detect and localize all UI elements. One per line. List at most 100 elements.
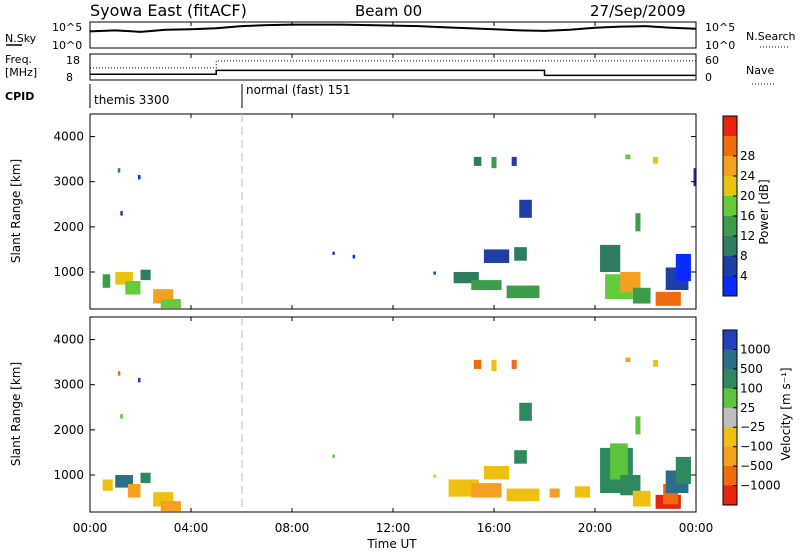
scatter-cell (491, 359, 497, 372)
colorbar-frame (722, 329, 738, 506)
scatter-cell (127, 484, 141, 498)
scatter-cell (519, 402, 532, 421)
x-tick-label: 08:00 (275, 521, 310, 535)
scatter-cell (491, 156, 497, 169)
scatter-cell (506, 488, 540, 502)
nsearch-label: N.Search (746, 30, 796, 43)
nave-tick-bottom: 0 (705, 71, 712, 84)
scatter-cell (655, 291, 681, 306)
colorbar-tick-label: 20 (740, 189, 755, 203)
velocity-colorbar: 1000 500 100 25 −25 −100 −500 −1000 (722, 329, 781, 506)
velocity-cells-group (102, 357, 691, 512)
colorbar-segment (723, 116, 737, 137)
scatter-cell (448, 479, 479, 497)
colorbar-segment (723, 368, 737, 389)
colorbar-segment (723, 196, 737, 217)
time-x-axis-label: Time UT (366, 537, 417, 551)
power-y-ticks: 1000 2000 3000 4000 (53, 130, 696, 279)
scatter-cell (693, 168, 696, 187)
freq-tick-top: 18 (66, 54, 80, 67)
colorbar-segment (723, 276, 737, 297)
colorbar-segment (723, 427, 737, 448)
cpid-label: CPID (5, 90, 34, 103)
scatter-cell (473, 359, 482, 369)
y-tick-label: 3000 (53, 175, 84, 189)
scatter-cell (473, 156, 482, 166)
colorbar-tick-label: 1000 (740, 342, 771, 356)
colorbar-segment (723, 136, 737, 157)
scatter-cell (632, 490, 651, 507)
scatter-cell (625, 154, 631, 160)
colorbar-segment (723, 446, 737, 467)
scatter-cell (514, 450, 527, 464)
scatter-cell (125, 281, 141, 295)
scatter-cell (610, 443, 628, 480)
x-tick-label: 12:00 (376, 521, 411, 535)
scatter-cell (635, 213, 641, 232)
power-y-axis-label: Slant Range [km] (9, 159, 23, 263)
colorbar-tick-label: −100 (740, 440, 773, 454)
scatter-cell (653, 359, 659, 367)
scatter-cell (675, 253, 691, 282)
scatter-cell (625, 357, 631, 363)
colorbar-tick-label: 12 (740, 229, 755, 243)
power-colorbar: 4 8 12 16 20 24 28 (722, 115, 755, 297)
colorbar-segment (723, 349, 737, 370)
scatter-cell (632, 287, 651, 304)
nave-label: Nave (746, 64, 774, 77)
scatter-cell (433, 474, 436, 478)
colorbar-frame (722, 115, 738, 297)
scatter-cell (102, 274, 111, 288)
scatter-cell (352, 254, 356, 259)
velocity-y-ticks: 1000 2000 3000 4000 (53, 333, 696, 482)
scatter-cell (511, 359, 517, 369)
scatter-cell (453, 271, 479, 284)
colorbar-tick-label: 16 (740, 209, 755, 223)
scatter-cell (600, 244, 621, 272)
colorbar-segment (723, 236, 737, 257)
freq-label-line1: Freq. (5, 53, 32, 66)
scatter-cell (120, 211, 123, 216)
velocity-y-axis-label: Slant Range [km] (9, 362, 23, 466)
colorbar-tick-label: 8 (740, 249, 748, 263)
colorbar-segment (723, 216, 737, 237)
beam-label: Beam 00 (355, 2, 422, 20)
colorbar-segment (723, 156, 737, 177)
time-x-ticks: 00:00 04:00 08:00 12:00 16:00 20:00 00:00 (73, 22, 713, 535)
colorbar-segment (723, 176, 737, 197)
scatter-cell (160, 299, 181, 309)
scatter-cell (332, 251, 335, 255)
colorbar-tick-label: −25 (740, 420, 765, 434)
nave-tick-top: 60 (705, 54, 719, 67)
colorbar-tick-label: 500 (740, 362, 763, 376)
scatter-cell (506, 285, 540, 299)
y-tick-label: 1000 (53, 265, 84, 279)
freq-series-line (90, 69, 696, 77)
plot-title: Syowa East (fitACF) (90, 1, 247, 20)
scatter-cell (140, 472, 151, 484)
scatter-cell (160, 501, 181, 512)
scatter-cell (120, 414, 123, 419)
scatter-cell (137, 377, 141, 383)
velocity-colorbar-label: Velocity [m s⁻¹] (779, 367, 793, 460)
scatter-cell (574, 486, 590, 498)
x-tick-label: 16:00 (477, 521, 512, 535)
nsearch-tick-top: 10^5 (705, 21, 735, 34)
colorbar-tick-label: −1000 (740, 479, 781, 493)
y-tick-label: 2000 (53, 220, 84, 234)
scatter-cell (483, 249, 510, 263)
power-cells-group (102, 154, 696, 309)
nsky-tick-bottom: 10^0 (52, 39, 82, 52)
y-tick-label: 2000 (53, 423, 84, 437)
scatter-cell (332, 454, 335, 458)
freq-tick-bottom: 8 (66, 71, 73, 84)
colorbar-segment (723, 466, 737, 487)
freq-label-line2: [MHz] (5, 66, 37, 79)
scatter-cell (140, 269, 151, 281)
scatter-cell (117, 168, 121, 173)
colorbar-tick-label: 100 (740, 381, 763, 395)
colorbar-segment (723, 388, 737, 409)
colorbar-segment (723, 407, 737, 428)
x-tick-label: 04:00 (174, 521, 209, 535)
nave-series-line (90, 60, 696, 69)
